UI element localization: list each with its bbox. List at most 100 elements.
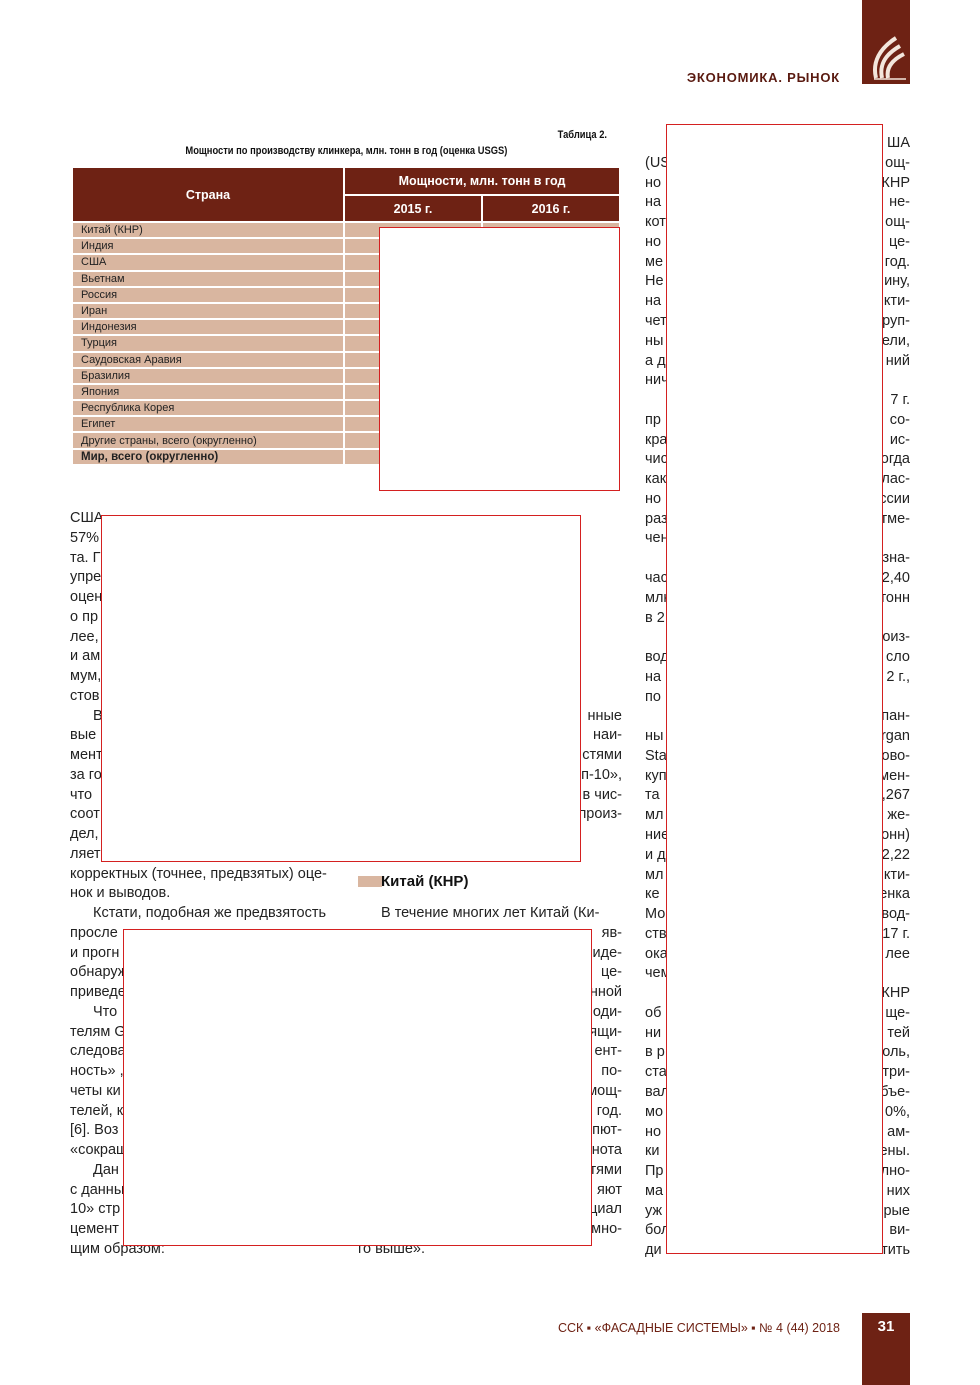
text-line: в 2 bbox=[645, 609, 665, 626]
text-line: и прогн bbox=[70, 944, 120, 961]
text-line: ены. bbox=[879, 1143, 910, 1160]
redaction-box-2 bbox=[123, 929, 592, 1246]
text-line: на bbox=[645, 194, 662, 211]
text-line: за го bbox=[70, 766, 102, 783]
text-line: с данны bbox=[70, 1181, 125, 1198]
text-line: яв- bbox=[601, 924, 622, 941]
country-cell: Иран bbox=[71, 301, 345, 321]
section-title: ЭКОНОМИКА. РЫНОК bbox=[686, 70, 840, 85]
text-line: бъе- bbox=[880, 1084, 910, 1100]
text-line: п-10», bbox=[581, 766, 622, 783]
section-heading-china: Китай (КНР) bbox=[381, 873, 469, 890]
text-line: телей, к bbox=[70, 1102, 124, 1119]
text-line: вод- bbox=[881, 906, 910, 922]
text-line: но bbox=[645, 233, 662, 250]
text-line: США bbox=[70, 510, 104, 526]
text-line: ово- bbox=[881, 747, 911, 764]
text-line: Мо bbox=[645, 906, 666, 922]
text-line: год. bbox=[596, 1102, 622, 1119]
footer-journal: ССК ▪ «ФАСАДНЫЕ СИСТЕМЫ» ▪ № 4 (44) 2018 bbox=[557, 1321, 840, 1335]
text-line: Sta bbox=[645, 747, 667, 764]
text-line: нота bbox=[591, 1142, 622, 1158]
text-line: нич bbox=[645, 372, 669, 389]
text-line: не- bbox=[889, 194, 910, 211]
text-line: ока bbox=[645, 945, 668, 962]
text-line: млн bbox=[645, 589, 672, 606]
text-line: а д bbox=[645, 352, 666, 369]
country-cell: Китай (КНР) bbox=[71, 220, 345, 240]
text-line: оиз- bbox=[882, 629, 910, 646]
text-line: КНР bbox=[881, 174, 910, 191]
text-line: раз bbox=[645, 510, 668, 527]
text-line: ели, bbox=[881, 332, 910, 349]
text-line: по- bbox=[601, 1063, 622, 1079]
text-line: мно- bbox=[591, 1221, 622, 1237]
text-line: ний bbox=[885, 352, 910, 369]
table-title-text: Мощности по производству клинкера, млн. … bbox=[185, 145, 507, 157]
text-line: КНР bbox=[881, 985, 910, 1002]
text-line: рые bbox=[883, 1202, 910, 1219]
stylized-leaf-logo-icon bbox=[873, 36, 906, 80]
country-cell: Другие страны, всего (округленно) bbox=[71, 431, 345, 450]
text-line: год. bbox=[884, 253, 910, 270]
text-line: ма bbox=[645, 1182, 664, 1199]
text-line: дел, bbox=[70, 826, 99, 842]
text-line: обнаруж bbox=[70, 964, 128, 981]
text-line: ША bbox=[887, 135, 910, 151]
table-caption: Таблица 2. bbox=[557, 129, 607, 141]
page-number-box bbox=[862, 1313, 910, 1385]
text-line: циал bbox=[589, 1201, 622, 1218]
text-line: на bbox=[645, 668, 662, 685]
text-line: как bbox=[645, 471, 667, 488]
text-line: о пр bbox=[70, 608, 99, 625]
country-cell: Турция bbox=[71, 334, 345, 353]
text-line: ди bbox=[645, 1242, 662, 1259]
text-line: на bbox=[645, 293, 662, 310]
text-line: лее bbox=[885, 945, 910, 962]
text-line: це- bbox=[600, 964, 622, 981]
text-line: 17 г. bbox=[882, 925, 910, 942]
logo-block bbox=[862, 0, 910, 84]
text-line: ние bbox=[645, 826, 670, 843]
text-line: вод bbox=[645, 649, 669, 665]
redaction-box-3 bbox=[666, 124, 883, 1254]
text-line: кти- bbox=[883, 293, 910, 310]
text-line: бол bbox=[645, 1222, 670, 1239]
text-line: оди- bbox=[592, 1003, 622, 1020]
text-line: цемент bbox=[70, 1221, 119, 1237]
country-cell: Россия bbox=[71, 285, 345, 304]
text-line: телям G bbox=[70, 1023, 126, 1040]
text-line: что bbox=[70, 786, 93, 803]
text-line: Пр bbox=[645, 1163, 664, 1179]
text-line: вал bbox=[645, 1084, 670, 1100]
text-line: зна- bbox=[882, 550, 910, 567]
text-line: rgan bbox=[880, 728, 910, 745]
text-line: соот bbox=[70, 806, 100, 823]
text-line: час bbox=[645, 569, 668, 586]
text-line: них bbox=[886, 1182, 910, 1199]
text-line: мен- bbox=[879, 767, 910, 784]
text-line: со- bbox=[889, 411, 910, 428]
text-line: четы ки bbox=[70, 1082, 121, 1099]
text-line: пан- bbox=[881, 708, 910, 725]
text-line: ссии bbox=[879, 490, 910, 507]
text-line: 0%, bbox=[885, 1103, 910, 1120]
text-line: руп- bbox=[882, 312, 910, 329]
text-line: ни bbox=[645, 1024, 662, 1041]
text-line: чен bbox=[645, 530, 669, 547]
country-cell: Индонезия bbox=[71, 318, 345, 337]
text-line: тонн bbox=[879, 589, 910, 606]
text-line: тями bbox=[589, 1161, 622, 1178]
page-number: 31 bbox=[877, 1318, 895, 1335]
text-line: произ- bbox=[578, 806, 622, 823]
text-line: «сокращ bbox=[70, 1142, 128, 1158]
text-line: иде- bbox=[592, 944, 622, 961]
text-line: просле bbox=[70, 924, 118, 941]
text-line: об bbox=[645, 1004, 662, 1021]
country-cell: США bbox=[71, 253, 345, 272]
country-cell: Индия bbox=[71, 237, 345, 256]
text-line: приведе bbox=[70, 984, 126, 1000]
text-line: 2,22 bbox=[881, 846, 910, 863]
text-line: енка bbox=[879, 886, 910, 903]
text-line: Не bbox=[645, 273, 664, 290]
